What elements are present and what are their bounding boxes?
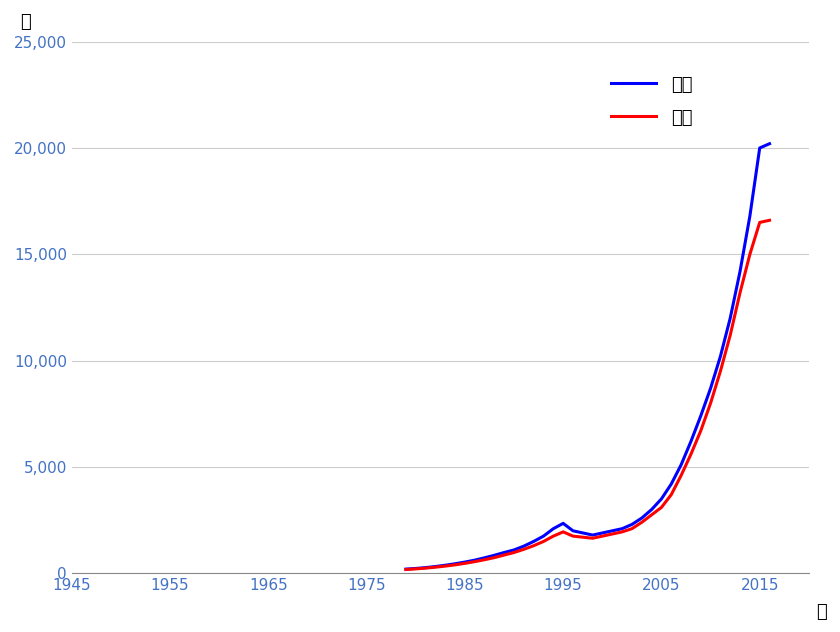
男子: [459, 558, 470, 566]
Line: 女子: 女子: [406, 221, 769, 569]
女子: [499, 551, 509, 559]
男子: [480, 554, 490, 562]
女子: [430, 563, 440, 571]
女子: [549, 532, 559, 540]
男子: [411, 564, 421, 572]
女子: [676, 471, 686, 479]
男子: [716, 353, 726, 360]
男子: [597, 529, 607, 537]
男子: [637, 514, 647, 522]
女子: [716, 367, 726, 375]
男子: [696, 412, 706, 420]
女子: [470, 558, 480, 566]
男子: [430, 562, 440, 570]
Legend: 男子, 女子: 男子, 女子: [596, 61, 706, 141]
男子: [470, 556, 480, 564]
女子: [450, 561, 460, 569]
男子: [745, 212, 755, 220]
男子: [558, 520, 568, 527]
女子: [588, 535, 598, 542]
女子: [597, 532, 607, 540]
男子: [421, 564, 431, 571]
男子: [617, 525, 627, 533]
男子: [499, 549, 509, 556]
男子: [647, 506, 657, 513]
女子: [459, 559, 470, 567]
女子: [411, 565, 421, 573]
女子: [401, 566, 411, 573]
女子: [528, 542, 538, 549]
男子: [588, 532, 598, 539]
男子: [568, 527, 578, 535]
女子: [725, 331, 735, 339]
女子: [568, 532, 578, 540]
女子: [627, 525, 637, 533]
男子: [538, 532, 549, 540]
女子: [686, 451, 696, 458]
男子: [528, 538, 538, 545]
男子: [706, 384, 716, 392]
女子: [656, 504, 666, 511]
男子: [754, 144, 764, 152]
女子: [490, 554, 500, 561]
女子: [509, 549, 519, 556]
男子: [450, 560, 460, 568]
女子: [764, 217, 774, 224]
男子: [676, 461, 686, 469]
Line: 男子: 男子: [406, 143, 769, 569]
男子: [519, 542, 529, 550]
男子: [490, 552, 500, 559]
女子: [607, 530, 617, 538]
男子: [725, 314, 735, 322]
男子: [666, 480, 676, 488]
女子: [735, 289, 745, 296]
男子: [627, 521, 637, 528]
女子: [745, 250, 755, 258]
男子: [578, 529, 588, 537]
男子: [735, 267, 745, 275]
男子: [440, 561, 450, 569]
Text: 年: 年: [816, 602, 827, 621]
女子: [706, 399, 716, 407]
女子: [647, 511, 657, 519]
男子: [656, 495, 666, 502]
女子: [480, 556, 490, 564]
女子: [421, 564, 431, 572]
女子: [754, 219, 764, 226]
女子: [617, 528, 627, 536]
女子: [558, 528, 568, 536]
女子: [440, 562, 450, 570]
男子: [686, 438, 696, 446]
女子: [538, 538, 549, 545]
男子: [401, 565, 411, 573]
男子: [509, 546, 519, 554]
女子: [519, 545, 529, 553]
男子: [549, 525, 559, 533]
Text: 人: 人: [20, 13, 31, 31]
女子: [696, 427, 706, 435]
男子: [607, 527, 617, 535]
女子: [637, 518, 647, 526]
男子: [764, 140, 774, 147]
女子: [666, 491, 676, 499]
女子: [578, 533, 588, 541]
